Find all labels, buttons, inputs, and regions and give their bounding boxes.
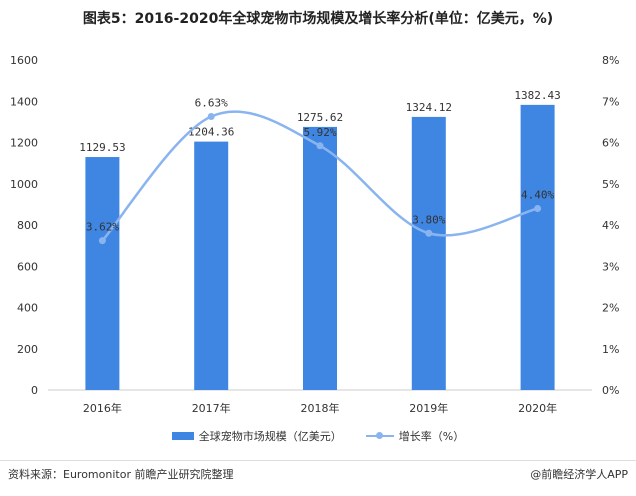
bar bbox=[85, 157, 120, 390]
y-left-tick-label: 1200 bbox=[10, 137, 38, 150]
chart-plot: 0 200 400 600 800 1000 1200 1400 1600 0% 1% 2% 3% 4% 5… bbox=[10, 54, 619, 415]
bar-data-label: 1382.43 bbox=[514, 89, 560, 102]
line-data-label: 5.92% bbox=[303, 126, 336, 139]
brand-note: @前瞻经济学人APP bbox=[530, 468, 628, 481]
growth-rate-point bbox=[425, 229, 433, 237]
y-left-tick-label: 1600 bbox=[10, 54, 38, 67]
growth-rate-point bbox=[316, 142, 324, 150]
bar bbox=[411, 116, 446, 390]
line-data-label: 3.80% bbox=[412, 213, 445, 226]
growth-rate-point bbox=[207, 113, 215, 121]
legend-label: 全球宠物市场规模（亿美元） bbox=[198, 430, 342, 443]
bar-data-label: 1204.36 bbox=[188, 126, 234, 139]
y-right-tick-label: 5% bbox=[602, 178, 619, 191]
y-right-tick-label: 1% bbox=[602, 343, 619, 356]
bar bbox=[194, 141, 229, 390]
y-left-tick-label: 0 bbox=[31, 384, 38, 397]
legend-bar-swatch bbox=[171, 432, 194, 440]
legend-label: 增长率（%） bbox=[398, 430, 465, 443]
y-right-tick-label: 3% bbox=[602, 260, 619, 273]
y-left-tick-label: 600 bbox=[17, 260, 38, 273]
footer-divider bbox=[0, 460, 636, 461]
bar-data-label: 1129.53 bbox=[79, 141, 125, 154]
y-right-tick-label: 2% bbox=[602, 302, 619, 315]
chart-title: 图表5：2016-2020年全球宠物市场规模及增长率分析(单位：亿美元，%) bbox=[82, 11, 554, 27]
y-left-tick-label: 400 bbox=[17, 302, 38, 315]
line-data-label: 3.62% bbox=[86, 221, 119, 234]
line-data-label: 4.40% bbox=[521, 189, 554, 202]
legend-item-market-size[interactable]: 全球宠物市场规模（亿美元） bbox=[171, 428, 342, 444]
bar-data-label: 1324.12 bbox=[406, 101, 452, 114]
bar-data-label: 1275.62 bbox=[297, 111, 343, 124]
line-data-label: 6.63% bbox=[195, 97, 228, 110]
y-left-tick-label: 200 bbox=[17, 343, 38, 356]
source-note: 资料来源：Euromonitor 前瞻产业研究院整理 bbox=[8, 468, 234, 481]
bar bbox=[520, 104, 555, 390]
growth-rate-point bbox=[534, 205, 542, 212]
y-left-tick-label: 800 bbox=[17, 219, 38, 232]
x-tick-label: 2020年 bbox=[518, 401, 557, 415]
legend-line-swatch bbox=[365, 431, 394, 441]
x-tick-label: 2019年 bbox=[409, 401, 448, 415]
y-right-tick-label: 0% bbox=[602, 384, 619, 397]
legend-item-growth-rate[interactable]: 增长率（%） bbox=[365, 428, 465, 444]
y-right-tick-label: 6% bbox=[602, 137, 619, 150]
y-right-tick-label: 7% bbox=[602, 95, 619, 108]
x-tick-label: 2016年 bbox=[83, 401, 122, 415]
y-left-tick-label: 1000 bbox=[10, 178, 38, 191]
bar bbox=[303, 126, 337, 390]
y-right-tick-label: 4% bbox=[602, 219, 619, 232]
y-right-tick-label: 8% bbox=[602, 54, 619, 67]
y-left-tick-label: 1400 bbox=[10, 95, 38, 108]
legend: 全球宠物市场规模（亿美元） 增长率（%） bbox=[0, 428, 636, 444]
x-tick-label: 2017年 bbox=[192, 401, 231, 415]
x-tick-label: 2018年 bbox=[301, 401, 340, 415]
footer: 资料来源：Euromonitor 前瞻产业研究院整理 @前瞻经济学人APP bbox=[8, 466, 628, 482]
growth-rate-point bbox=[98, 237, 106, 245]
